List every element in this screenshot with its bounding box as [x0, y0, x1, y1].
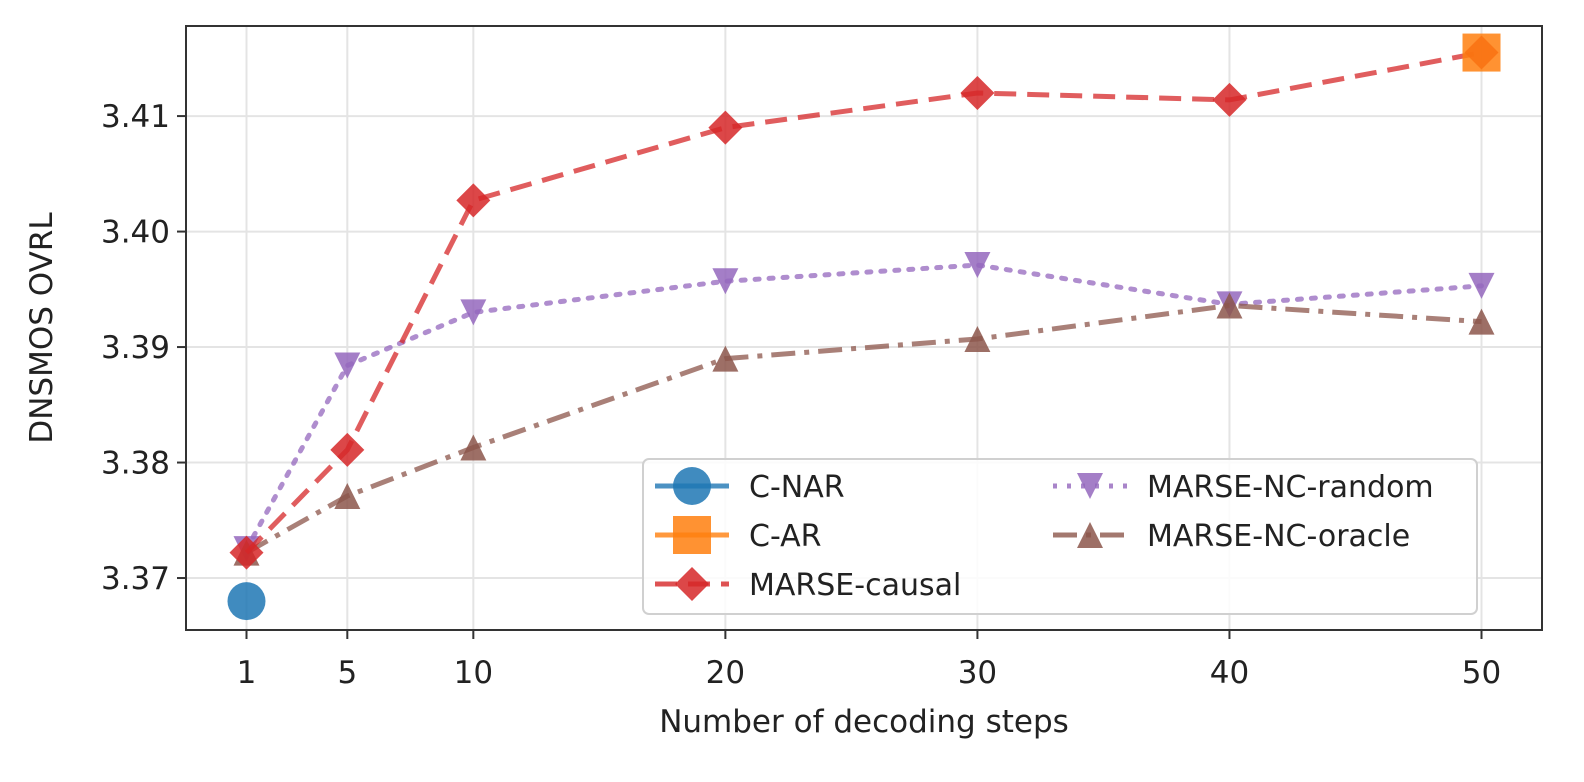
- data-point: [712, 345, 739, 372]
- data-point: [456, 183, 491, 218]
- x-tick-label: 10: [454, 655, 493, 691]
- data-point: [334, 483, 361, 510]
- legend-entry: MARSE-NC-oracle: [1053, 519, 1410, 554]
- legend-entry: MARSE-NC-random: [1053, 470, 1434, 505]
- data-point: [1462, 33, 1501, 72]
- data-point: [460, 434, 487, 461]
- data-point: [960, 75, 995, 110]
- y-tick-label: 3.37: [101, 561, 170, 597]
- legend-marker: [673, 516, 711, 554]
- x-tick-label: 5: [337, 655, 357, 691]
- data-point: [334, 352, 361, 379]
- y-axis-label: DNSMOS OVRL: [24, 212, 60, 444]
- legend-label: MARSE-NC-oracle: [1147, 519, 1410, 554]
- data-point: [1212, 82, 1247, 117]
- legend: C-NAR C-AR MARSE-causal MARSE-NC-random MARS…: [642, 458, 1478, 615]
- data-point: [712, 268, 739, 295]
- legend-label: MARSE-NC-random: [1147, 470, 1434, 505]
- data-point: [964, 252, 991, 279]
- y-tick-label: 3.39: [101, 330, 170, 366]
- legend-entry: C-AR: [655, 516, 821, 554]
- data-point: [1216, 292, 1243, 319]
- y-axis-ticks: 3.37 3.38 3.39 3.40 3.41: [101, 99, 186, 597]
- legend-marker: [1077, 473, 1103, 499]
- legend-marker: [1077, 522, 1103, 548]
- x-tick-label: 1: [237, 655, 257, 691]
- legend-label: MARSE-causal: [749, 568, 961, 603]
- data-point: [229, 535, 264, 570]
- data-point: [330, 432, 365, 467]
- x-axis-ticks: 1 5 10 20 30 40 50: [237, 630, 1501, 691]
- legend-entry: MARSE-causal: [655, 567, 961, 603]
- x-tick-label: 40: [1210, 655, 1249, 691]
- x-tick-label: 50: [1462, 655, 1501, 691]
- data-point: [460, 299, 487, 326]
- legend-marker: [673, 467, 711, 505]
- data-point: [1468, 308, 1495, 335]
- y-tick-label: 3.41: [101, 99, 170, 135]
- series-c-ar: [1462, 33, 1501, 72]
- y-tick-label: 3.38: [101, 446, 170, 482]
- legend-marker: [675, 567, 709, 601]
- x-tick-label: 20: [706, 655, 745, 691]
- y-tick-label: 3.40: [101, 215, 170, 251]
- data-point: [964, 325, 991, 352]
- plot-frame: [185, 25, 1543, 631]
- x-axis-label: Number of decoding steps: [659, 704, 1069, 740]
- legend-label: C-AR: [749, 519, 821, 554]
- legend-entry: C-NAR: [655, 467, 845, 505]
- data-point: [227, 582, 266, 621]
- legend-label: C-NAR: [749, 470, 845, 505]
- x-tick-label: 30: [958, 655, 997, 691]
- data-point: [708, 110, 743, 145]
- data-point: [1468, 272, 1495, 299]
- plot-series: [227, 33, 1501, 621]
- series-c-nar: [227, 582, 266, 621]
